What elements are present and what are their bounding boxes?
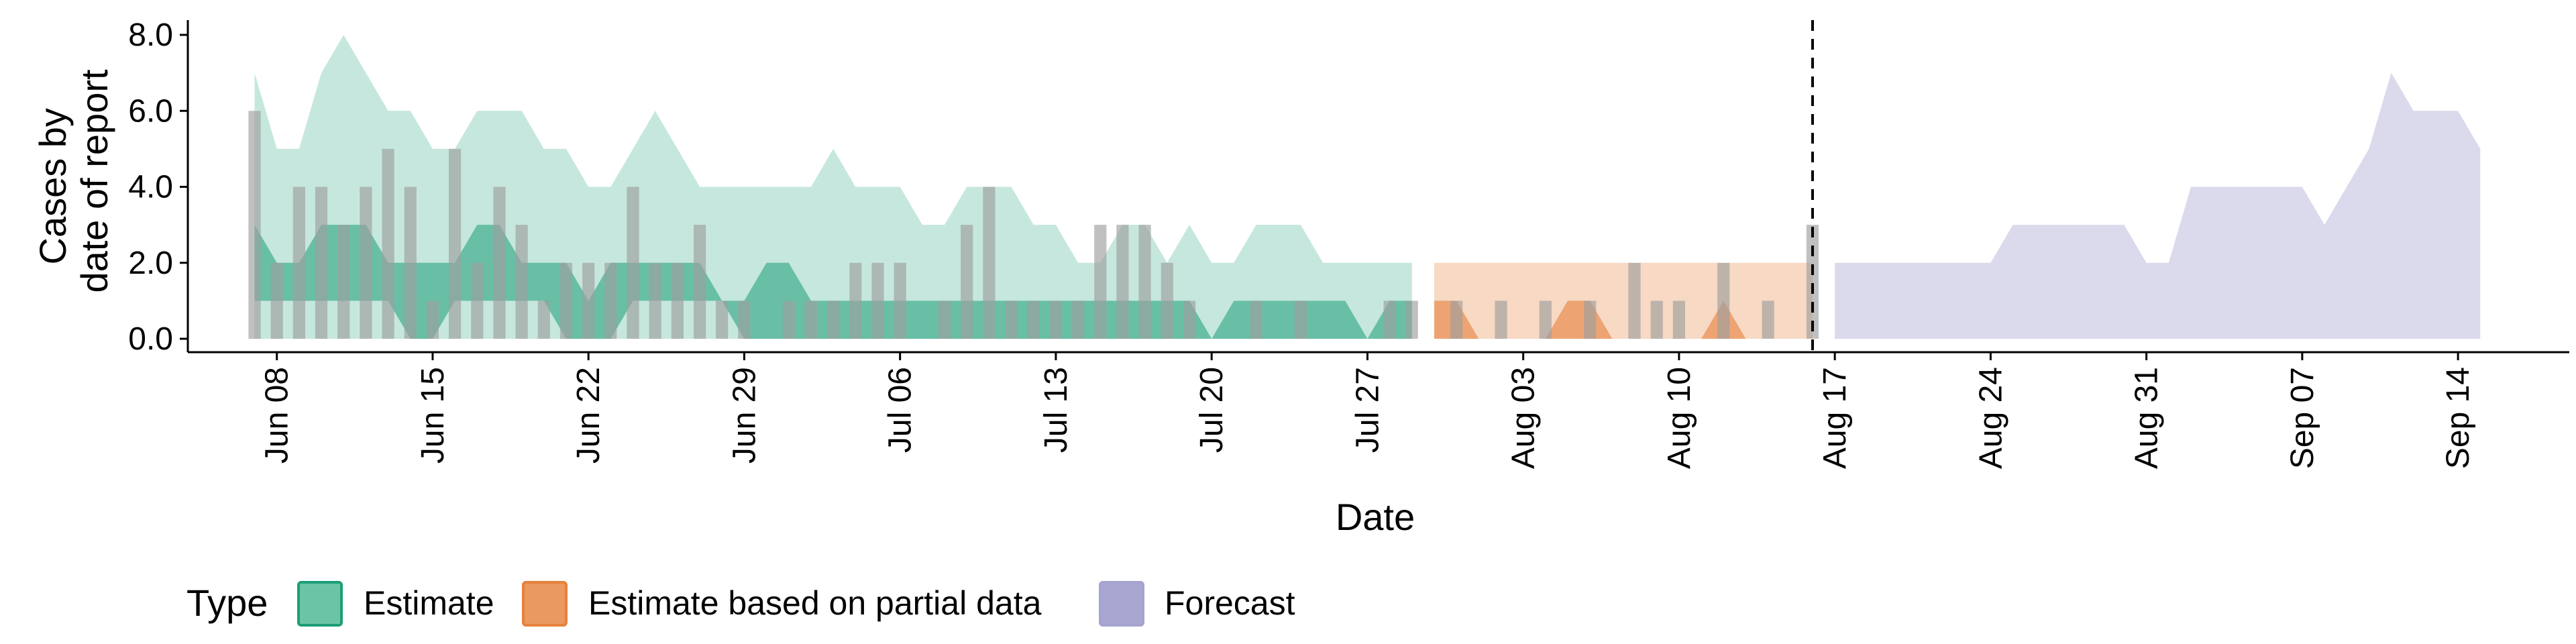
observed-bar — [627, 186, 639, 339]
observed-bar — [382, 148, 394, 339]
x-axis-title: Date — [1336, 496, 1415, 538]
observed-bar — [983, 186, 996, 339]
x-tick-label: Jul 27 — [1350, 367, 1385, 453]
y-axis-title: Cases by date of report — [32, 69, 115, 293]
y-axis-title-line-2: date of report — [73, 69, 115, 293]
observed-bar — [849, 262, 862, 339]
x-tick-label: Jul 06 — [883, 367, 918, 453]
partial-90-area — [1434, 262, 1813, 339]
observed-bar — [449, 148, 462, 339]
observed-bar — [1072, 301, 1085, 339]
observed-bar — [1049, 301, 1062, 339]
observed-bar — [315, 186, 328, 339]
observed-bar — [471, 262, 484, 339]
observed-bar — [1762, 301, 1774, 339]
observed-bar — [270, 262, 283, 339]
observed-bar — [1027, 301, 1040, 339]
observed-bar — [537, 301, 550, 339]
y-tick-label: 0.0 — [128, 321, 173, 357]
y-tick-label: 4.0 — [128, 170, 173, 205]
legend-label-partial: Estimate based on partial data — [588, 584, 1042, 622]
forecast-90-area — [1835, 72, 2481, 339]
legend-key-forecast — [1099, 581, 1144, 627]
observed-bar — [1806, 225, 1819, 339]
observed-bar — [827, 301, 840, 339]
observed-bar — [582, 262, 595, 339]
legend-label-estimate: Estimate — [364, 584, 494, 622]
observed-bar — [938, 301, 951, 339]
legend-key-partial — [522, 581, 568, 627]
observed-bar — [604, 262, 617, 339]
observed-bar — [426, 301, 439, 339]
x-tick-label: Sep 07 — [2285, 367, 2320, 469]
x-tick-label: Aug 17 — [1817, 367, 1853, 469]
observed-bar — [1116, 225, 1129, 339]
observed-bar — [782, 301, 795, 339]
observed-bar — [1672, 301, 1685, 339]
observed-bar — [559, 262, 573, 339]
observed-bar — [694, 225, 706, 339]
observed-bar — [493, 186, 506, 339]
x-tick-label: Jun 22 — [571, 367, 606, 464]
legend-title: Type — [186, 582, 268, 624]
y-axis-title-line-1: Cases by — [32, 108, 74, 264]
observed-bar — [1183, 301, 1196, 339]
legend-label-forecast: Forecast — [1165, 584, 1295, 622]
legend: Type Estimate Estimate based on partial … — [186, 581, 1295, 627]
observed-bar — [360, 186, 372, 339]
observed-bar — [1717, 262, 1730, 339]
observed-bar — [1495, 301, 1507, 339]
observed-bar — [671, 262, 684, 339]
observed-bar — [1250, 301, 1263, 339]
observed-bar — [1005, 301, 1018, 339]
observed-bar — [1094, 225, 1107, 339]
x-tick-label: Aug 24 — [1973, 367, 2008, 469]
observed-bar — [1383, 301, 1396, 339]
legend-key-estimate — [297, 581, 343, 627]
y-tick-label: 2.0 — [128, 246, 173, 281]
observed-bar — [248, 111, 261, 339]
observed-bar — [804, 301, 817, 339]
observed-bar — [1405, 301, 1418, 339]
observed-bar — [649, 262, 661, 339]
x-tick-label: Aug 10 — [1662, 367, 1697, 469]
observed-bar — [961, 225, 973, 339]
observed-bar — [1650, 301, 1663, 339]
observed-bars — [248, 111, 1819, 339]
x-tick-label: Jul 20 — [1194, 367, 1230, 453]
observed-bar — [404, 186, 417, 339]
x-tick-label: Jun 29 — [727, 367, 762, 464]
observed-bar — [337, 225, 350, 339]
x-tick-label: Aug 03 — [1506, 367, 1542, 469]
partial-90-band — [1434, 262, 1813, 339]
observed-bar — [1294, 301, 1307, 339]
x-tick-label: Jul 13 — [1038, 367, 1074, 453]
observed-bar — [1138, 225, 1151, 339]
observed-bar — [292, 186, 305, 339]
x-tick-label: Aug 31 — [2129, 367, 2165, 469]
observed-bar — [716, 301, 729, 339]
forecast-90-band — [1835, 72, 2481, 339]
y-tick-label: 6.0 — [128, 93, 173, 129]
x-tick-label: Jun 08 — [260, 367, 295, 464]
observed-bar — [894, 262, 906, 339]
observed-bar — [871, 262, 884, 339]
observed-bar — [1539, 301, 1552, 339]
observed-bar — [1584, 301, 1597, 339]
x-tick-label: Sep 14 — [2440, 367, 2476, 469]
x-tick-label: Jun 15 — [415, 367, 451, 464]
y-ticks: 0.0 2.0 4.0 6.0 8.0 — [128, 17, 188, 357]
observed-bar — [1628, 262, 1641, 339]
y-tick-label: 8.0 — [128, 17, 173, 53]
x-ticks: Jun 08 Jun 15 Jun 22 Jun 29 Jul 06 Jul 13 Jul … — [260, 352, 2476, 469]
observed-bar — [1161, 262, 1173, 339]
observed-bar — [515, 225, 528, 339]
observed-bar — [1450, 301, 1463, 339]
observed-bar — [738, 301, 751, 339]
